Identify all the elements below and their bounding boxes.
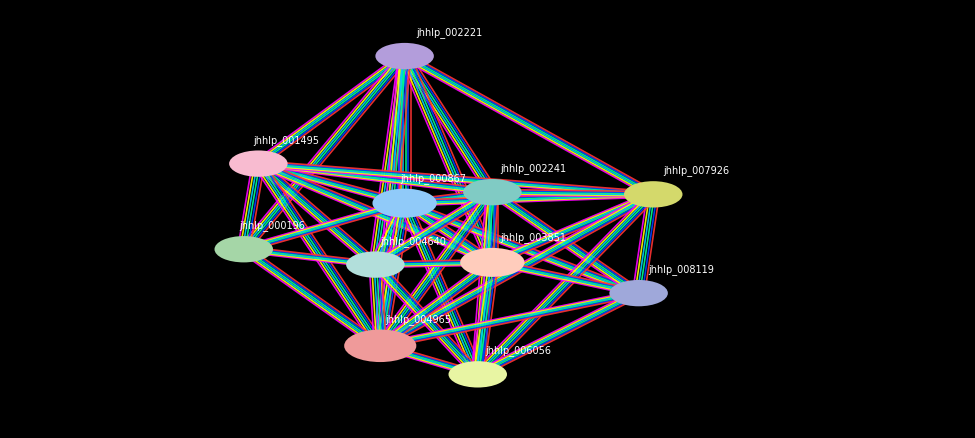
Text: jhhlp_002221: jhhlp_002221: [416, 27, 483, 38]
Text: jhhlp_002241: jhhlp_002241: [500, 163, 566, 173]
Text: jhhlp_006056: jhhlp_006056: [486, 345, 552, 356]
Circle shape: [448, 361, 507, 388]
Text: jhhlp_003851: jhhlp_003851: [500, 232, 566, 243]
Text: jhhlp_001495: jhhlp_001495: [254, 134, 320, 145]
Text: jhhlp_004965: jhhlp_004965: [385, 313, 451, 324]
Circle shape: [463, 180, 522, 206]
Text: jhhlp_000196: jhhlp_000196: [239, 220, 305, 231]
Text: jhhlp_004640: jhhlp_004640: [380, 235, 447, 246]
Circle shape: [624, 182, 682, 208]
Circle shape: [372, 189, 437, 218]
Text: jhhlp_008119: jhhlp_008119: [648, 264, 715, 274]
Circle shape: [214, 237, 273, 263]
Circle shape: [344, 330, 416, 362]
Circle shape: [460, 248, 525, 277]
Circle shape: [375, 44, 434, 70]
Text: jhhlp_007926: jhhlp_007926: [663, 165, 729, 176]
Text: jhhlp_000867: jhhlp_000867: [400, 173, 466, 183]
Circle shape: [609, 280, 668, 307]
Circle shape: [346, 252, 405, 278]
Circle shape: [229, 151, 288, 177]
